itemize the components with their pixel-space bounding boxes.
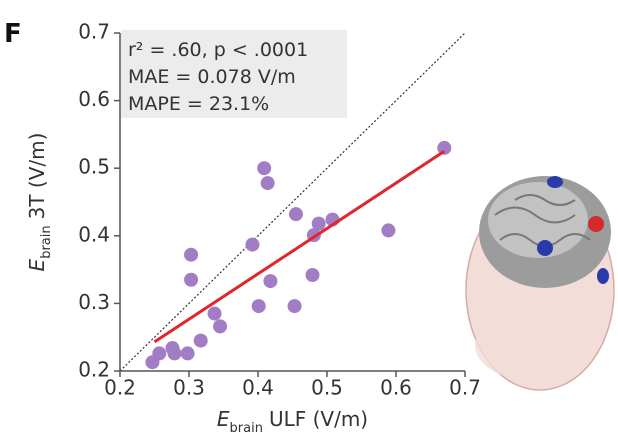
scatter-point: [184, 247, 199, 262]
y-label: Ebrain 3T (V/m): [25, 133, 54, 272]
brain-illustration: [465, 176, 615, 391]
x-label: Ebrain ULF (V/m): [217, 407, 368, 436]
scatter-point: [288, 207, 303, 222]
axis-label-symbol: E: [25, 258, 49, 271]
scatter-point: [193, 333, 208, 348]
axis-label-symbol: E: [217, 407, 230, 431]
annotation: r² = .60, p < .0001: [128, 39, 308, 61]
scatter-point: [263, 274, 278, 289]
scatter-point: [381, 223, 396, 238]
annotation-box: [121, 30, 347, 118]
y-tick-label: 0.2: [78, 358, 110, 382]
fit-line: [153, 150, 446, 344]
axis-label-text: ULF (V/m): [269, 407, 368, 431]
annotation: MAE = 0.078 V/m: [128, 66, 296, 88]
scatter-point: [305, 268, 320, 283]
scatter-point: [311, 216, 326, 231]
axis-label-subscript: brain: [230, 421, 263, 436]
scatter-point: [257, 161, 272, 176]
axis-label-text: 3T (V/m): [25, 133, 49, 220]
x-tick-label: 0.2: [104, 376, 136, 400]
scatter-point: [251, 299, 266, 314]
panel-label: F: [4, 19, 22, 49]
scatter-point: [184, 272, 199, 287]
x-tick-label: 0.5: [311, 376, 343, 400]
annotation: MAPE = 23.1%: [128, 93, 269, 115]
scatter-point: [287, 299, 302, 314]
scatter-point: [245, 237, 260, 252]
axis-label-subscript: brain: [39, 225, 54, 258]
y-tick-label: 0.7: [78, 20, 110, 44]
y-tick-label: 0.3: [78, 290, 110, 314]
scatter-point: [260, 176, 275, 191]
scatter-point: [180, 346, 195, 361]
scatter-point: [167, 346, 182, 361]
scatter-point: [213, 319, 228, 334]
x-tick-label: 0.4: [242, 376, 274, 400]
y-tick-label: 0.4: [78, 222, 110, 246]
x-tick-label: 0.6: [380, 376, 412, 400]
scatter-point: [207, 306, 222, 321]
scatter-point: [437, 140, 452, 155]
y-tick-label: 0.6: [78, 87, 110, 111]
x-tick-label: 0.3: [173, 376, 205, 400]
scatter-point: [152, 346, 167, 361]
identity-line: [119, 32, 466, 372]
x-tick-label: 0.7: [449, 376, 481, 400]
y-tick-label: 0.5: [78, 155, 110, 179]
